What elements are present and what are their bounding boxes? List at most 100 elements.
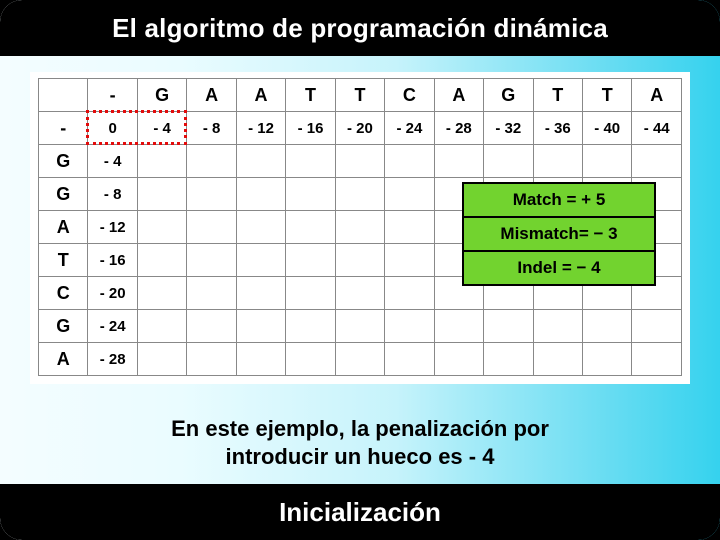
corner-cell: [39, 79, 88, 112]
row-header: A: [39, 343, 88, 376]
dp-cell: [286, 145, 335, 178]
dp-cell: [137, 310, 186, 343]
dp-cell: [335, 277, 384, 310]
dp-cell: [632, 145, 682, 178]
dp-cell: [286, 277, 335, 310]
slide: El algoritmo de programación dinámica -G…: [0, 0, 720, 540]
dp-cell: [335, 211, 384, 244]
dp-cell: [187, 211, 236, 244]
dp-cell: [434, 343, 483, 376]
dp-cell: [484, 310, 533, 343]
dp-cell: [533, 145, 582, 178]
dp-cell: - 24: [385, 112, 434, 145]
dp-cell: - 4: [137, 112, 186, 145]
dp-cell: [137, 178, 186, 211]
dp-cell: [533, 310, 582, 343]
dp-cell: [187, 178, 236, 211]
footer-bar: Inicialización: [0, 484, 720, 540]
dp-cell: [335, 343, 384, 376]
dp-cell: [187, 145, 236, 178]
row-header: G: [39, 145, 88, 178]
col-header: T: [335, 79, 384, 112]
col-header: A: [187, 79, 236, 112]
dp-cell: - 24: [88, 310, 137, 343]
legend-mismatch: Mismatch= − 3: [464, 218, 654, 252]
dp-cell: [286, 343, 335, 376]
dp-cell: [582, 310, 631, 343]
dp-cell: - 20: [335, 112, 384, 145]
legend-indel: Indel = − 4: [464, 252, 654, 284]
dp-cell: [632, 310, 682, 343]
dp-cell: [286, 244, 335, 277]
caption-line-2: introducir un hueco es - 4: [0, 443, 720, 471]
dp-cell: [286, 211, 335, 244]
row-header: -: [39, 112, 88, 145]
dp-cell: [137, 145, 186, 178]
dp-cell: [632, 343, 682, 376]
dp-cell: [236, 310, 285, 343]
dp-cell: [385, 277, 434, 310]
row-header: G: [39, 178, 88, 211]
dp-cell: - 8: [88, 178, 137, 211]
dp-cell: [335, 310, 384, 343]
row-header: G: [39, 310, 88, 343]
dp-cell: [236, 211, 285, 244]
legend-match: Match = + 5: [464, 184, 654, 218]
footer-text: Inicialización: [279, 497, 441, 528]
dp-cell: [582, 145, 631, 178]
dp-cell: [335, 244, 384, 277]
dp-cell: [385, 145, 434, 178]
col-header: A: [434, 79, 483, 112]
col-header: A: [632, 79, 682, 112]
dp-cell: [187, 277, 236, 310]
dp-cell: - 8: [187, 112, 236, 145]
dp-cell: [385, 310, 434, 343]
dp-cell: [137, 244, 186, 277]
dp-cell: [533, 343, 582, 376]
dp-cell: - 4: [88, 145, 137, 178]
dp-cell: - 20: [88, 277, 137, 310]
dp-cell: [335, 178, 384, 211]
col-header: C: [385, 79, 434, 112]
dp-cell: - 12: [236, 112, 285, 145]
dp-cell: [385, 343, 434, 376]
scoring-legend: Match = + 5 Mismatch= − 3 Indel = − 4: [462, 182, 656, 286]
dp-cell: [187, 343, 236, 376]
col-header: T: [286, 79, 335, 112]
dp-cell: [286, 178, 335, 211]
dp-cell: [385, 211, 434, 244]
caption-line-1: En este ejemplo, la penalización por: [0, 415, 720, 443]
row-header: C: [39, 277, 88, 310]
dp-cell: [385, 244, 434, 277]
dp-cell: [236, 178, 285, 211]
dp-cell: [236, 145, 285, 178]
caption: En este ejemplo, la penalización por int…: [0, 415, 720, 470]
dp-cell: [236, 244, 285, 277]
dp-cell: - 28: [434, 112, 483, 145]
dp-cell: 0: [88, 112, 137, 145]
col-header: -: [88, 79, 137, 112]
dp-cell: - 32: [484, 112, 533, 145]
row-header: T: [39, 244, 88, 277]
dp-cell: - 16: [88, 244, 137, 277]
col-header: G: [137, 79, 186, 112]
dp-cell: - 28: [88, 343, 137, 376]
col-header: A: [236, 79, 285, 112]
title-text: El algoritmo de programación dinámica: [112, 13, 608, 44]
dp-cell: [236, 277, 285, 310]
dp-cell: [484, 145, 533, 178]
dp-cell: [187, 244, 236, 277]
dp-cell: [385, 178, 434, 211]
col-header: G: [484, 79, 533, 112]
dp-cell: - 16: [286, 112, 335, 145]
dp-cell: - 40: [582, 112, 631, 145]
dp-cell: [137, 277, 186, 310]
col-header: T: [582, 79, 631, 112]
dp-cell: - 44: [632, 112, 682, 145]
row-header: A: [39, 211, 88, 244]
dp-cell: [582, 343, 631, 376]
dp-cell: - 36: [533, 112, 582, 145]
dp-cell: [137, 343, 186, 376]
dp-cell: [434, 145, 483, 178]
col-header: T: [533, 79, 582, 112]
